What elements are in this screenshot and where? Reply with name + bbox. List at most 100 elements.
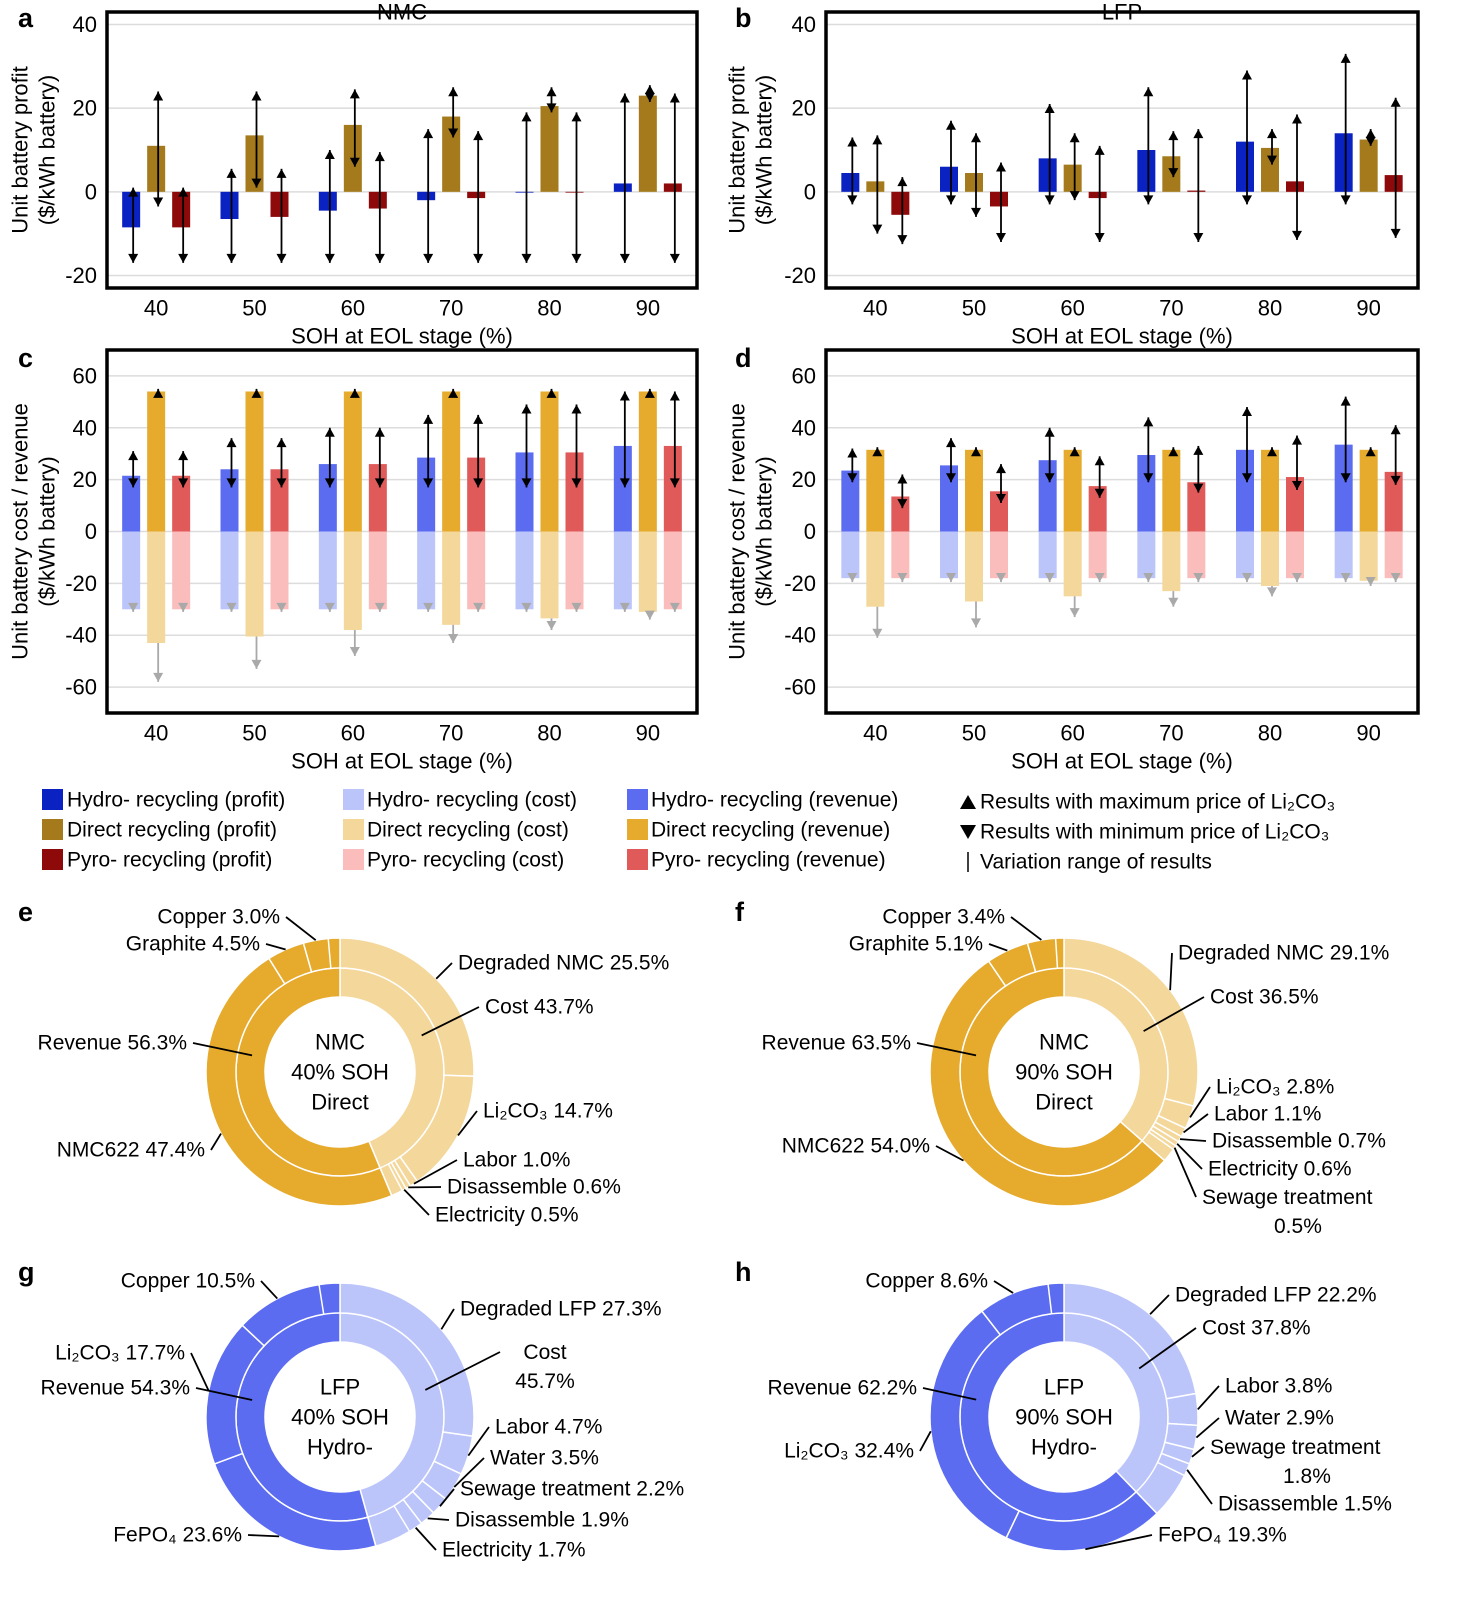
max-marker: [1094, 145, 1105, 155]
bar: [1088, 191, 1107, 199]
leader-line: [427, 1517, 450, 1521]
leader-line: [435, 962, 453, 980]
bar: [1359, 139, 1378, 192]
min-marker: [128, 253, 139, 263]
center-text: NMC: [315, 1030, 365, 1055]
min-marker: [178, 478, 189, 488]
leader-line: [922, 1387, 977, 1401]
y-tick-label: 0: [85, 179, 97, 204]
min-marker: [872, 224, 883, 234]
bar: [540, 391, 559, 532]
leader-line: [413, 1159, 458, 1185]
min-marker: [971, 618, 981, 628]
bar: [368, 191, 387, 209]
bar: [1334, 531, 1353, 579]
max-marker: [1044, 427, 1055, 437]
x-tick-label: 60: [341, 296, 365, 321]
legend-swatch: [343, 789, 364, 810]
y-tick-label: 40: [73, 12, 97, 37]
bar: [515, 531, 534, 610]
leader-line: [916, 1042, 977, 1057]
slice-label: Copper 3.0%: [157, 906, 280, 929]
min-marker: [1292, 573, 1302, 583]
max-marker: [971, 447, 981, 457]
legend-swatch: [42, 789, 63, 810]
min-marker: [1340, 473, 1351, 483]
x-tick-label: 50: [962, 296, 986, 321]
bar: [1038, 531, 1057, 579]
max-marker: [1267, 447, 1277, 457]
min-marker: [897, 499, 908, 509]
leader-line: [1189, 1086, 1211, 1118]
leader-line: [440, 1308, 455, 1330]
min-marker: [276, 602, 287, 612]
x-tick-label: 50: [962, 721, 986, 746]
leader-line: [424, 1351, 501, 1391]
slice-label: Revenue 63.5%: [762, 1032, 911, 1055]
min-marker: [1390, 573, 1401, 583]
bar: [318, 531, 337, 610]
bar: [940, 531, 958, 579]
min-marker: [571, 478, 582, 488]
max-marker: [897, 177, 908, 187]
min-marker: [946, 195, 956, 205]
bar: [841, 470, 860, 532]
max-marker: [1340, 396, 1351, 406]
bar: [1236, 449, 1254, 532]
max-marker: [669, 391, 680, 401]
bar: [1162, 531, 1181, 592]
bar: [1137, 455, 1156, 532]
leader-line: [988, 943, 1008, 952]
min-marker: [619, 478, 630, 488]
bar: [866, 449, 885, 532]
y-axis-label: ($/kWh battery): [752, 75, 777, 225]
leader-line: [421, 1006, 480, 1037]
max-marker: [226, 168, 237, 178]
x-tick-label: 40: [863, 296, 887, 321]
x-tick-label: 70: [1159, 721, 1183, 746]
slice-label: Graphite 4.5%: [126, 933, 260, 956]
bar: [1063, 164, 1082, 192]
min-marker: [473, 478, 484, 488]
bar: [417, 531, 436, 610]
max-marker: [349, 89, 360, 99]
x-tick-label: 80: [537, 296, 561, 321]
min-marker: [251, 178, 262, 188]
y-tick-label: -20: [65, 263, 97, 288]
slice-label: Disassemble 1.9%: [455, 1509, 629, 1532]
bar: [1088, 486, 1107, 532]
max-marker: [251, 91, 262, 101]
max-marker: [1390, 425, 1401, 435]
bar: [965, 173, 983, 192]
x-tick-label: 90: [636, 721, 660, 746]
x-tick-label: 60: [341, 721, 365, 746]
bar: [1137, 531, 1156, 579]
bar: [990, 531, 1008, 579]
max-marker: [423, 129, 434, 139]
panel-letter: g: [18, 1257, 35, 1287]
leader-line: [190, 1352, 210, 1392]
y-axis-label: ($/kWh battery): [752, 456, 777, 606]
min-marker: [1143, 473, 1154, 483]
bar: [1137, 150, 1156, 192]
max-marker: [946, 438, 956, 448]
bar: [565, 531, 584, 610]
bar: [318, 191, 337, 211]
bar: [220, 531, 239, 610]
leader-line: [935, 1145, 964, 1162]
leader-line: [1169, 952, 1173, 991]
x-axis-label: SOH at EOL stage (%): [291, 324, 513, 349]
max-marker: [448, 87, 459, 97]
max-marker: [669, 93, 680, 103]
min-marker: [128, 602, 139, 612]
max-marker: [1044, 104, 1055, 113]
min-marker: [1069, 608, 1080, 618]
bar: [565, 452, 584, 532]
x-tick-label: 70: [1159, 296, 1183, 321]
leader-line: [453, 1457, 485, 1488]
leader-line: [195, 1387, 253, 1401]
min-marker: [872, 628, 883, 638]
bar: [172, 531, 191, 610]
outer-slice: [205, 957, 393, 1207]
leader-line: [210, 1133, 222, 1151]
